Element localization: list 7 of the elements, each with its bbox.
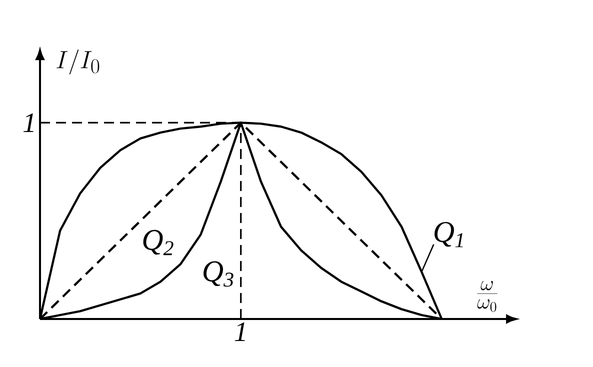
x-axis-title: $\frac{\omega}{\omega_0}$	[477, 280, 498, 312]
ref-line-label: 1	[23, 113, 34, 132]
series-label: Q$_{3}$	[204, 261, 234, 287]
series-label: Q$_{2}$	[143, 230, 174, 256]
series-label: Q$_{1}$	[434, 222, 463, 248]
text: 1	[234, 322, 245, 342]
y-axis-title: $I/I_0$	[56, 50, 100, 74]
